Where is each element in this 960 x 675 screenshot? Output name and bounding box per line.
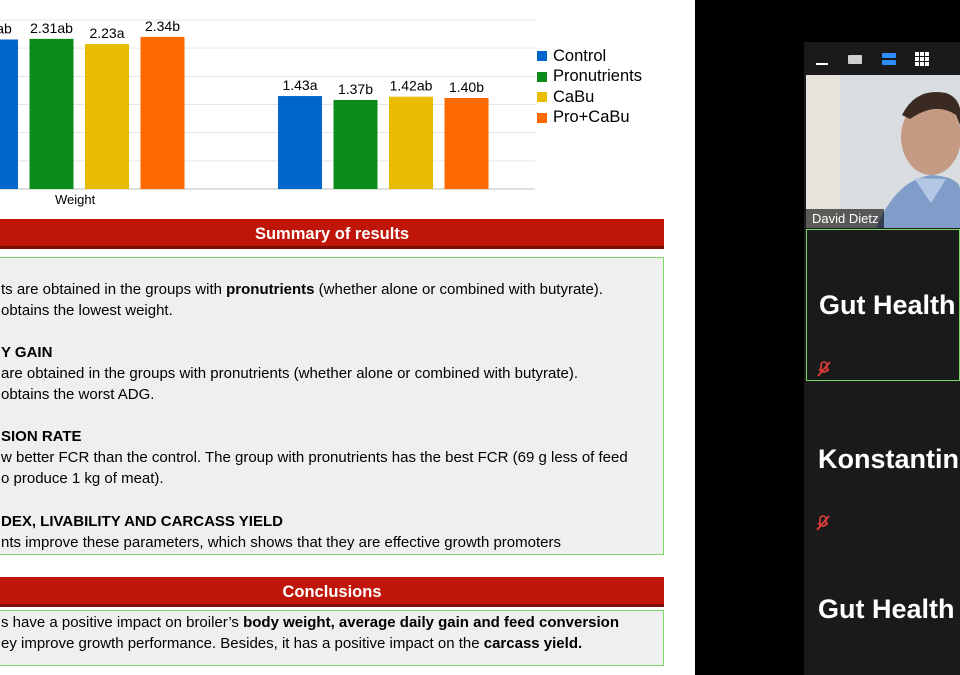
minimize-icon[interactable] <box>814 51 830 67</box>
summary-box: ts are obtained in the groups with pronu… <box>0 257 664 555</box>
video-toolbar <box>804 42 960 75</box>
bar-pro-cabu-1 <box>444 98 489 189</box>
summary-line: are obtained in the groups with pronutri… <box>1 365 578 382</box>
bar-chart: ab 1.43a 2.31ab 1.37b 2.23a 1.42ab 2.34b 1.40b W… <box>0 18 535 207</box>
bar-control-0 <box>0 39 18 189</box>
legend-item-cabu: CaBu <box>537 87 642 108</box>
conclusions-box: s have a positive impact on broiler’s bo… <box>0 610 664 666</box>
participant-name: Konstantin <box>818 444 959 474</box>
data-label: 1.37b <box>338 81 373 97</box>
participant-video-david[interactable]: David Dietz <box>806 75 960 228</box>
participant-name-label: David Dietz <box>806 209 885 228</box>
participant-name: Gut Health <box>819 290 956 320</box>
bar-cabu-0 <box>85 44 129 189</box>
participant-tile-konstantin[interactable]: Konstantin <box>806 384 960 536</box>
participant-tile-gut-health[interactable]: Gut Health <box>806 229 960 381</box>
legend-label-cabu: CaBu <box>553 87 595 106</box>
legend-label-control: Control <box>553 46 607 65</box>
speaker-view-icon[interactable] <box>881 51 897 67</box>
bar-control-1 <box>278 96 322 189</box>
bar-pronutrients-0 <box>29 38 74 189</box>
video-panel: David Dietz Gut Health Konstantin Gut He… <box>804 42 960 675</box>
summary-heading: DEX, LIVABILITY AND CARCASS YIELD <box>1 513 283 530</box>
window-icon[interactable] <box>847 51 863 67</box>
legend-label-pro-cabu: Pro+CaBu <box>553 108 630 127</box>
summary-line: obtains the lowest weight. <box>1 302 173 319</box>
legend-item-pro-cabu: Pro+CaBu <box>537 108 642 129</box>
gallery-view-icon[interactable] <box>914 51 930 67</box>
participant-name: Gut Health <box>818 594 955 624</box>
summary-heading: SION RATE <box>1 428 82 445</box>
participant-photo <box>806 75 960 228</box>
x-axis-label: Weight <box>55 192 96 207</box>
legend-label-pronutrients: Pronutrients <box>553 67 642 86</box>
muted-mic-icon <box>817 361 831 377</box>
muted-mic-icon <box>816 515 830 531</box>
bar-pro-cabu-0 <box>140 36 185 190</box>
legend-swatch-pro-cabu <box>537 112 547 123</box>
legend-swatch-control <box>537 51 547 62</box>
data-label: 1.40b <box>449 79 484 95</box>
data-label: 2.31ab <box>30 20 73 36</box>
summary-header: Summary of results <box>0 219 664 249</box>
conclusions-header: Conclusions <box>0 577 664 607</box>
summary-line: ts are obtained in the groups with pronu… <box>1 281 603 298</box>
summary-line: w better FCR than the control. The group… <box>1 449 628 466</box>
presentation-slide: ab 1.43a 2.31ab 1.37b 2.23a 1.42ab 2.34b 1.40b W… <box>0 0 695 675</box>
bar-pronutrients-1 <box>333 99 378 189</box>
data-label: 1.42ab <box>390 78 433 94</box>
data-label: 1.43a <box>282 77 317 93</box>
conclusion-line: ey improve growth performance. Besides, … <box>1 635 583 652</box>
data-label: 2.23a <box>89 25 124 41</box>
summary-line: obtains the worst ADG. <box>1 386 155 403</box>
summary-line: nts improve these parameters, which show… <box>1 534 561 551</box>
conclusion-line: s have a positive impact on broiler’s bo… <box>1 614 620 631</box>
legend-item-control: Control <box>537 46 642 67</box>
bar-cabu-1 <box>389 96 433 189</box>
legend-swatch-pronutrients <box>537 71 547 82</box>
data-label: 2.34b <box>145 18 180 34</box>
summary-heading: Y GAIN <box>1 344 53 361</box>
summary-line: o produce 1 kg of meat). <box>1 470 164 487</box>
legend-item-pronutrients: Pronutrients <box>537 67 642 88</box>
data-label: ab <box>0 21 12 37</box>
chart-legend: Control Pronutrients CaBu Pro+CaBu <box>537 46 642 128</box>
legend-swatch-cabu <box>537 92 547 103</box>
participant-tile-gut-health-2[interactable]: Gut Health <box>806 539 960 675</box>
